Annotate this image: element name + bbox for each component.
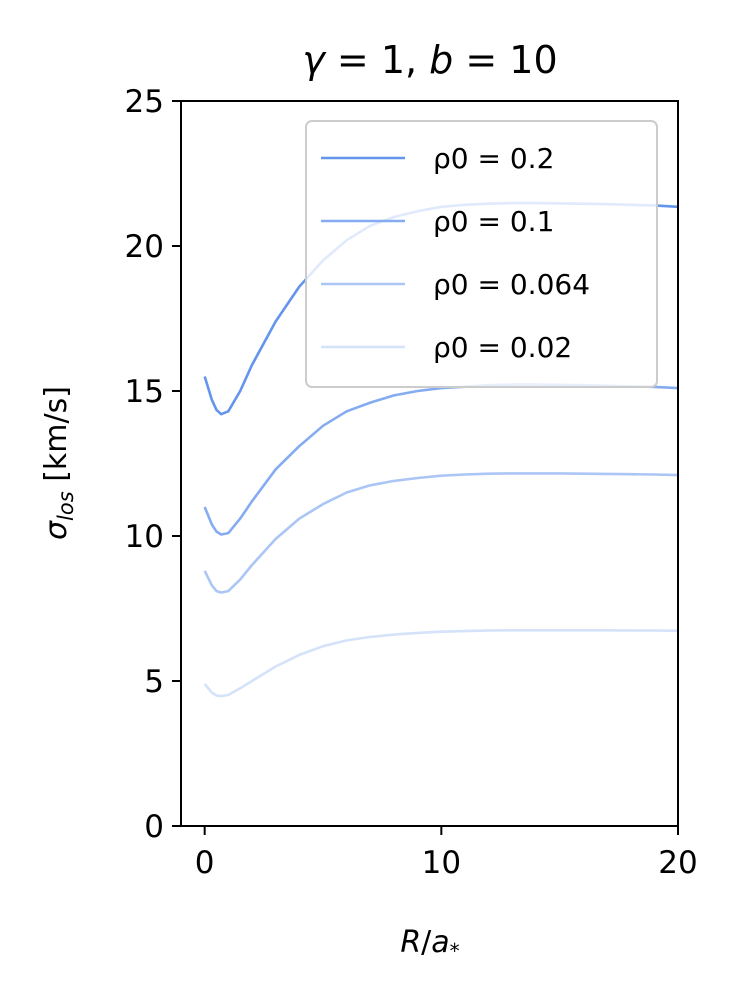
legend-label-1: ρ0 = 0.1 — [433, 205, 554, 238]
y-tick-label-3: 15 — [125, 374, 164, 410]
y-tick-label-4: 20 — [125, 229, 164, 265]
y-axis-label: σlos [km/s] — [39, 386, 78, 540]
series-line-2 — [203, 472, 679, 594]
ticks-layer: 0 10 20 0 5 10 15 20 25 — [125, 84, 698, 881]
y-tick-label-1: 5 — [144, 664, 164, 700]
x-tick-label-1: 10 — [422, 845, 461, 881]
legend-label-3: ρ0 = 0.02 — [433, 331, 572, 364]
legend-label-0: ρ0 = 0.2 — [433, 142, 554, 175]
y-tick-label-0: 0 — [144, 809, 164, 845]
legend: ρ0 = 0.2 ρ0 = 0.1 ρ0 = 0.064 ρ0 = 0.02 — [305, 120, 658, 388]
series-line-3 — [203, 629, 679, 698]
x-tick-label-2: 20 — [658, 845, 697, 881]
plot-frame — [180, 100, 679, 827]
y-tick-label-2: 10 — [125, 519, 164, 555]
legend-box — [305, 120, 658, 388]
legend-label-2: ρ0 = 0.064 — [433, 268, 590, 301]
chart-title: γ = 1, b = 10 — [302, 38, 557, 82]
series-line-1 — [203, 383, 679, 536]
x-tick-label-0: 0 — [195, 845, 215, 881]
x-axis-label: R/a* — [400, 925, 459, 963]
y-tick-label-5: 25 — [125, 84, 164, 120]
